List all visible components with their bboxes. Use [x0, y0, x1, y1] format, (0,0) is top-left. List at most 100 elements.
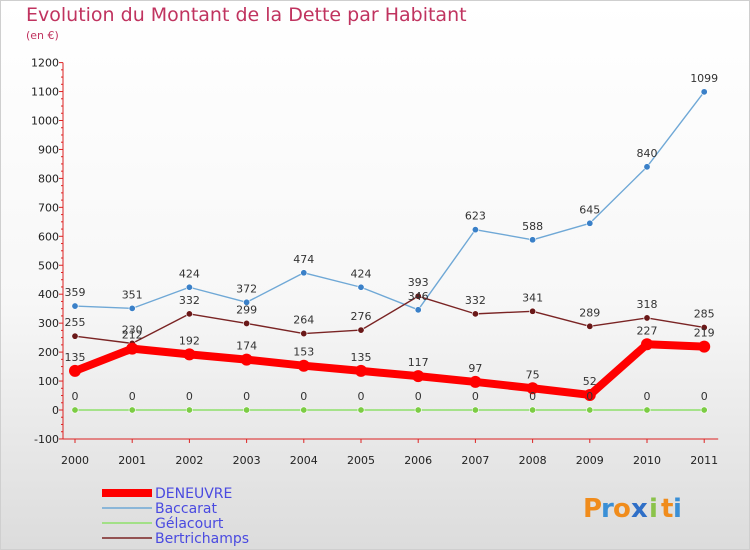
data-label: 359: [65, 286, 86, 299]
data-point: [698, 340, 711, 353]
y-tick-labels: -100 0 100 200 300 400 500 600 700 800 900 1000 1100…: [31, 57, 59, 446]
data-label: 227: [637, 324, 658, 337]
data-point: [185, 283, 193, 291]
data-point: [586, 219, 594, 227]
data-point: [185, 310, 193, 318]
data-label: 0: [472, 390, 479, 403]
x-tick-label: 2000: [61, 454, 89, 467]
logo-letter: P: [583, 494, 602, 524]
x-tick-label: 2007: [461, 454, 489, 467]
data-label: 351: [122, 288, 143, 301]
x-tick-label: 2008: [519, 454, 547, 467]
data-label: 645: [579, 203, 600, 216]
data-point: [71, 302, 79, 310]
legend-label: DENEUVRE: [155, 486, 232, 502]
series-lines: [69, 88, 711, 414]
data-label: 0: [586, 390, 593, 403]
data-point: [700, 88, 708, 96]
data-point: [414, 406, 422, 414]
data-label: 75: [526, 368, 540, 381]
data-point: [643, 406, 651, 414]
x-tick-labels: 2000 2001 2002 2003 2004 2005 2006 2007 2008 2009…: [61, 454, 718, 467]
x-tick-label: 2011: [690, 454, 718, 467]
data-label: 424: [179, 267, 200, 280]
data-point: [583, 388, 596, 401]
x-tick-label: 2003: [233, 454, 261, 467]
data-label: 230: [122, 323, 143, 336]
x-tick-label: 2001: [118, 454, 146, 467]
data-point: [243, 406, 251, 414]
data-label: 212: [122, 329, 143, 342]
logo-letter: r: [601, 494, 614, 524]
data-point: [69, 364, 81, 377]
data-point: [471, 226, 479, 234]
data-point: [641, 338, 653, 351]
data-label: 276: [351, 310, 372, 323]
series-line-baccarat: [74, 91, 705, 311]
legend-label: Bertrichamps: [155, 531, 249, 547]
y-tick-label: -100: [34, 433, 59, 446]
y-tick-label: 700: [38, 201, 59, 214]
y-tick-label: 0: [52, 404, 59, 417]
data-point: [643, 163, 651, 171]
x-tick-label: 2004: [290, 454, 318, 467]
proxiti-logo: Pr o x i t i: [583, 494, 682, 524]
data-label: 97: [468, 362, 482, 375]
data-point: [526, 382, 539, 395]
x-tick-label: 2010: [633, 454, 661, 467]
data-point: [700, 406, 708, 414]
logo-letter: i: [673, 494, 682, 524]
data-point: [71, 406, 79, 414]
data-label: 285: [694, 307, 715, 320]
data-label: 346: [408, 290, 429, 303]
y-tick-label: 300: [38, 317, 59, 330]
data-label: 623: [465, 210, 486, 223]
x-tick-label: 2006: [404, 454, 432, 467]
logo-letter: o: [613, 494, 631, 524]
chart-title: Evolution du Montant de la Dette par Hab…: [26, 4, 467, 26]
data-label: 588: [522, 220, 543, 233]
y-tick-label: 1100: [31, 86, 59, 99]
data-label: 135: [351, 351, 372, 364]
data-point: [529, 406, 537, 414]
y-tick-label: 800: [38, 172, 59, 185]
data-point: [529, 236, 537, 244]
data-point: [128, 304, 136, 312]
data-label: 0: [701, 390, 708, 403]
data-label: 0: [186, 390, 193, 403]
x-tick-label: 2002: [175, 454, 203, 467]
data-label: 52: [583, 375, 597, 388]
data-label: 393: [408, 276, 429, 289]
data-point: [243, 319, 251, 327]
data-label: 0: [415, 390, 422, 403]
chart-subtitle: (en €): [26, 29, 59, 42]
data-label: 341: [522, 291, 543, 304]
data-point: [586, 322, 594, 330]
data-point: [357, 406, 365, 414]
legend-label: Gélacourt: [155, 516, 224, 532]
data-point: [414, 306, 422, 314]
x-tick-label: 2005: [347, 454, 375, 467]
logo-letter: x: [631, 494, 648, 524]
data-label: 192: [179, 334, 200, 347]
data-point: [414, 292, 422, 300]
data-point: [357, 283, 365, 291]
legend-label: Baccarat: [155, 501, 217, 517]
data-labels: 135 212 192 174 153 135 117 97 75 52 227 219 359 351 4…: [65, 72, 719, 403]
data-point: [126, 342, 139, 355]
data-label: 117: [408, 356, 429, 369]
data-label: 299: [236, 303, 257, 316]
data-label: 135: [65, 351, 86, 364]
data-point: [240, 353, 253, 366]
data-point: [643, 314, 651, 322]
x-tick-label: 2009: [576, 454, 604, 467]
y-tick-label: 900: [38, 143, 59, 156]
y-tick-label: 600: [38, 230, 59, 243]
data-label: 0: [358, 390, 365, 403]
data-label: 332: [465, 294, 486, 307]
data-label: 332: [179, 294, 200, 307]
data-point: [243, 298, 251, 306]
data-point: [300, 269, 308, 277]
